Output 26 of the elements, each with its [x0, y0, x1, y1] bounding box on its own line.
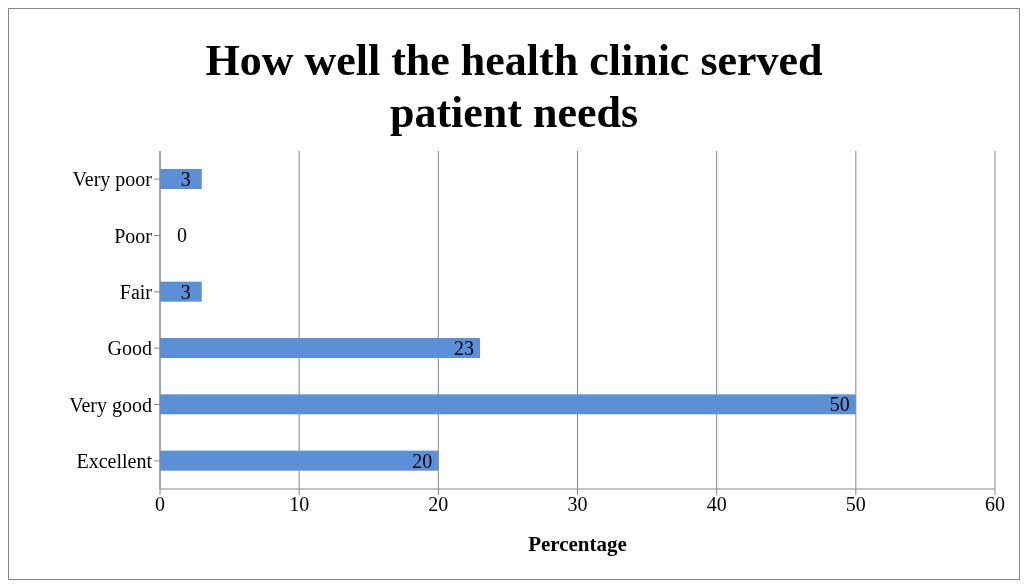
bar — [160, 450, 439, 471]
x-tick-label: 20 — [428, 493, 449, 516]
bar — [160, 281, 202, 302]
y-tick-label: Good — [107, 337, 152, 360]
x-tick-label: 0 — [155, 493, 165, 516]
bar — [160, 394, 856, 415]
y-tick-label: Poor — [114, 224, 153, 247]
data-label: 50 — [829, 393, 850, 416]
x-tick-label: 60 — [985, 493, 1005, 516]
x-tick-label: 10 — [289, 493, 310, 516]
x-tick-label: 50 — [845, 493, 866, 516]
data-label: 3 — [180, 280, 191, 303]
bar — [160, 169, 202, 189]
y-tick-label: Very good — [69, 393, 152, 417]
x-tick-label: 30 — [567, 493, 588, 516]
data-label: 0 — [177, 224, 187, 247]
y-tick-label: Very poor — [72, 168, 153, 192]
chart-title: How well the health clinic served patient needs — [204, 35, 824, 139]
data-label: 23 — [454, 337, 475, 359]
bar — [160, 338, 481, 358]
x-axis-title: Percentage — [528, 532, 627, 556]
data-label: 3 — [180, 168, 191, 190]
x-tick-label: 40 — [706, 493, 727, 516]
data-label: 20 — [412, 449, 433, 472]
y-tick-label: Excellent — [76, 449, 153, 472]
y-tick-label: Fair — [119, 280, 153, 303]
